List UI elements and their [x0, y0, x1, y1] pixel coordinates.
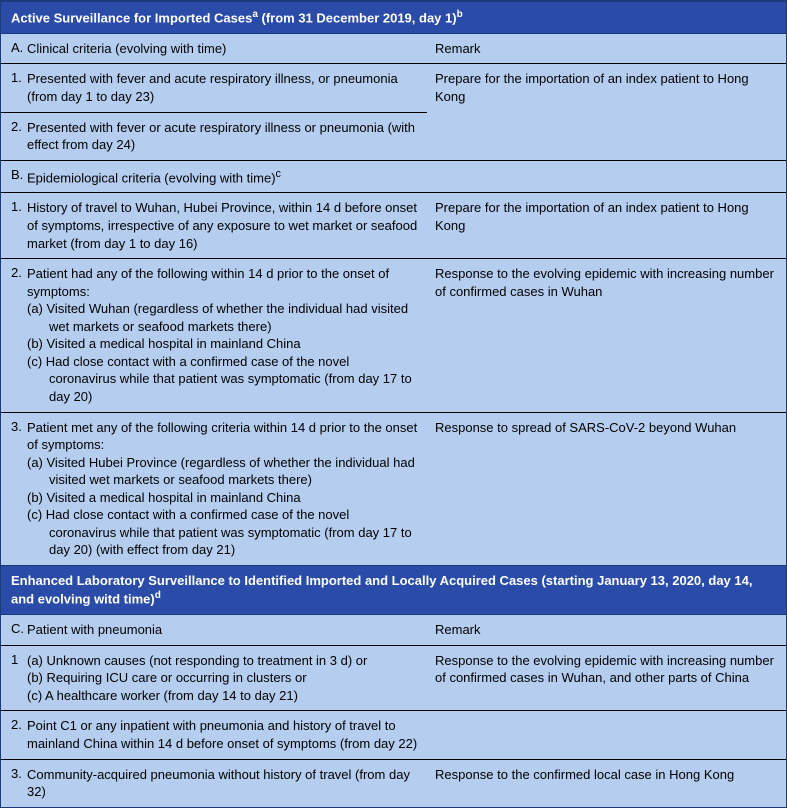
- section2-header: Enhanced Laboratory Surveillance to Iden…: [1, 565, 786, 615]
- marker-C1: 1: [1, 646, 27, 711]
- row-C3: 3. Community-acquired pneumonia without …: [1, 760, 786, 807]
- section2-title-pre: Enhanced Laboratory Surveillance to Iden…: [11, 573, 752, 607]
- sub-C1b: (b) Requiring ICU care or occurring in c…: [27, 669, 419, 687]
- section1-sup2: b: [457, 9, 463, 20]
- text-C2: Point C1 or any inpatient with pneumonia…: [27, 711, 427, 758]
- label-B-sup: c: [276, 168, 281, 180]
- sub-B3a: (a) Visited Hubei Province (regardless o…: [27, 454, 419, 489]
- remark-C1: Response to the evolving epidemic with i…: [427, 646, 786, 711]
- remark-B3: Response to spread of SARS-CoV-2 beyond …: [427, 413, 786, 565]
- section2-sup: d: [155, 590, 161, 601]
- text-A2: Presented with fever or acute respirator…: [27, 113, 427, 160]
- row-A-header: A. Clinical criteria (evolving with time…: [1, 34, 786, 65]
- section1-header: Active Surveillance for Imported Casesa …: [1, 1, 786, 34]
- remark-A1: Prepare for the importation of an index …: [427, 64, 786, 112]
- text-C3: Community-acquired pneumonia without his…: [27, 760, 427, 807]
- label-C: Patient with pneumonia: [27, 615, 427, 645]
- marker-C3: 3.: [1, 760, 27, 807]
- sub-B2c: (c) Had close contact with a confirmed c…: [27, 353, 419, 406]
- marker-A2: 2.: [1, 113, 27, 160]
- sub-B3c: (c) Had close contact with a confirmed c…: [27, 506, 419, 559]
- label-B-pre: Epidemiological criteria (evolving with …: [27, 170, 276, 185]
- row-C-header: C. Patient with pneumonia Remark: [1, 615, 786, 646]
- row-B2: 2. Patient had any of the following with…: [1, 259, 786, 412]
- section1-title-pre: Active Surveillance for Imported Cases: [11, 10, 252, 25]
- row-B-header: B. Epidemiological criteria (evolving wi…: [1, 161, 786, 194]
- marker-C2: 2.: [1, 711, 27, 758]
- row-C1: 1 (a) Unknown causes (not responding to …: [1, 646, 786, 712]
- remark-header-C: Remark: [427, 615, 786, 645]
- remark-B2: Response to the evolving epidemic with i…: [427, 259, 786, 411]
- sub-C1a: (a) Unknown causes (not responding to tr…: [27, 652, 419, 670]
- remark-C2: [427, 711, 786, 758]
- text-C1: (a) Unknown causes (not responding to tr…: [27, 646, 427, 711]
- sub-B2a: (a) Visited Wuhan (regardless of whether…: [27, 300, 419, 335]
- label-B: Epidemiological criteria (evolving with …: [27, 161, 427, 193]
- marker-C: C.: [1, 615, 27, 645]
- remark-A2: [427, 113, 786, 160]
- row-B3: 3. Patient met any of the following crit…: [1, 413, 786, 565]
- intro-B3: Patient met any of the following criteri…: [27, 419, 419, 454]
- row-A1: 1. Presented with fever and acute respir…: [1, 64, 786, 112]
- remark-header-B: [427, 161, 786, 193]
- marker-A: A.: [1, 34, 27, 64]
- sub-B3b: (b) Visited a medical hospital in mainla…: [27, 489, 419, 507]
- marker-B3: 3.: [1, 413, 27, 565]
- marker-B: B.: [1, 161, 27, 193]
- section1-title-mid: (from 31 December 2019, day 1): [258, 10, 457, 25]
- remark-header-A: Remark: [427, 34, 786, 64]
- text-B1: History of travel to Wuhan, Hubei Provin…: [27, 193, 427, 258]
- text-A1: Presented with fever and acute respirato…: [27, 64, 427, 112]
- row-B1: 1. History of travel to Wuhan, Hubei Pro…: [1, 193, 786, 259]
- sub-C1c: (c) A healthcare worker (from day 14 to …: [27, 687, 419, 705]
- label-A: Clinical criteria (evolving with time): [27, 34, 427, 64]
- row-C2: 2. Point C1 or any inpatient with pneumo…: [1, 711, 786, 759]
- surveillance-table: Active Surveillance for Imported Casesa …: [0, 0, 787, 808]
- remark-B1: Prepare for the importation of an index …: [427, 193, 786, 258]
- marker-B2: 2.: [1, 259, 27, 411]
- row-A2: 2. Presented with fever or acute respira…: [1, 113, 786, 161]
- remark-C3: Response to the confirmed local case in …: [427, 760, 786, 807]
- intro-B2: Patient had any of the following within …: [27, 265, 419, 300]
- marker-B1: 1.: [1, 193, 27, 258]
- text-B3: Patient met any of the following criteri…: [27, 413, 427, 565]
- text-B2: Patient had any of the following within …: [27, 259, 427, 411]
- sub-B2b: (b) Visited a medical hospital in mainla…: [27, 335, 419, 353]
- marker-A1: 1.: [1, 64, 27, 112]
